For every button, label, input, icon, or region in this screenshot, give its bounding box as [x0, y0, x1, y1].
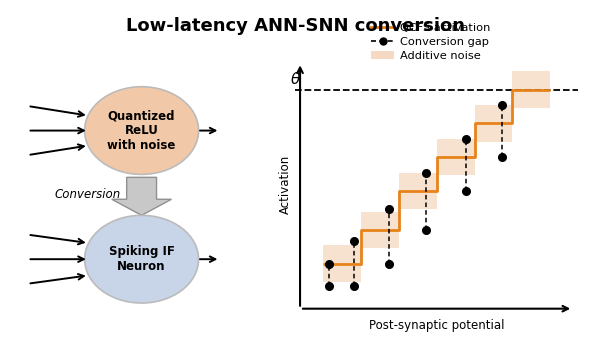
Text: Low-latency ANN-SNN conversion: Low-latency ANN-SNN conversion: [126, 17, 464, 35]
Text: Conversion: Conversion: [55, 188, 121, 201]
Bar: [513, 71, 550, 108]
Text: Spiking IF
Neuron: Spiking IF Neuron: [109, 245, 175, 273]
Ellipse shape: [84, 87, 199, 174]
Bar: [399, 173, 437, 209]
Legend: QCFS activation, Conversion gap, Additive noise: QCFS activation, Conversion gap, Additiv…: [372, 23, 490, 61]
Polygon shape: [112, 177, 172, 215]
Bar: [474, 105, 513, 142]
X-axis label: Post-synaptic potential: Post-synaptic potential: [369, 319, 504, 332]
Ellipse shape: [84, 215, 199, 303]
Bar: [323, 245, 360, 282]
Text: Quantized
ReLU
with noise: Quantized ReLU with noise: [107, 109, 176, 152]
Text: θ: θ: [291, 72, 300, 87]
Bar: [437, 139, 474, 175]
Y-axis label: Activation: Activation: [279, 155, 292, 214]
Bar: [360, 212, 399, 248]
